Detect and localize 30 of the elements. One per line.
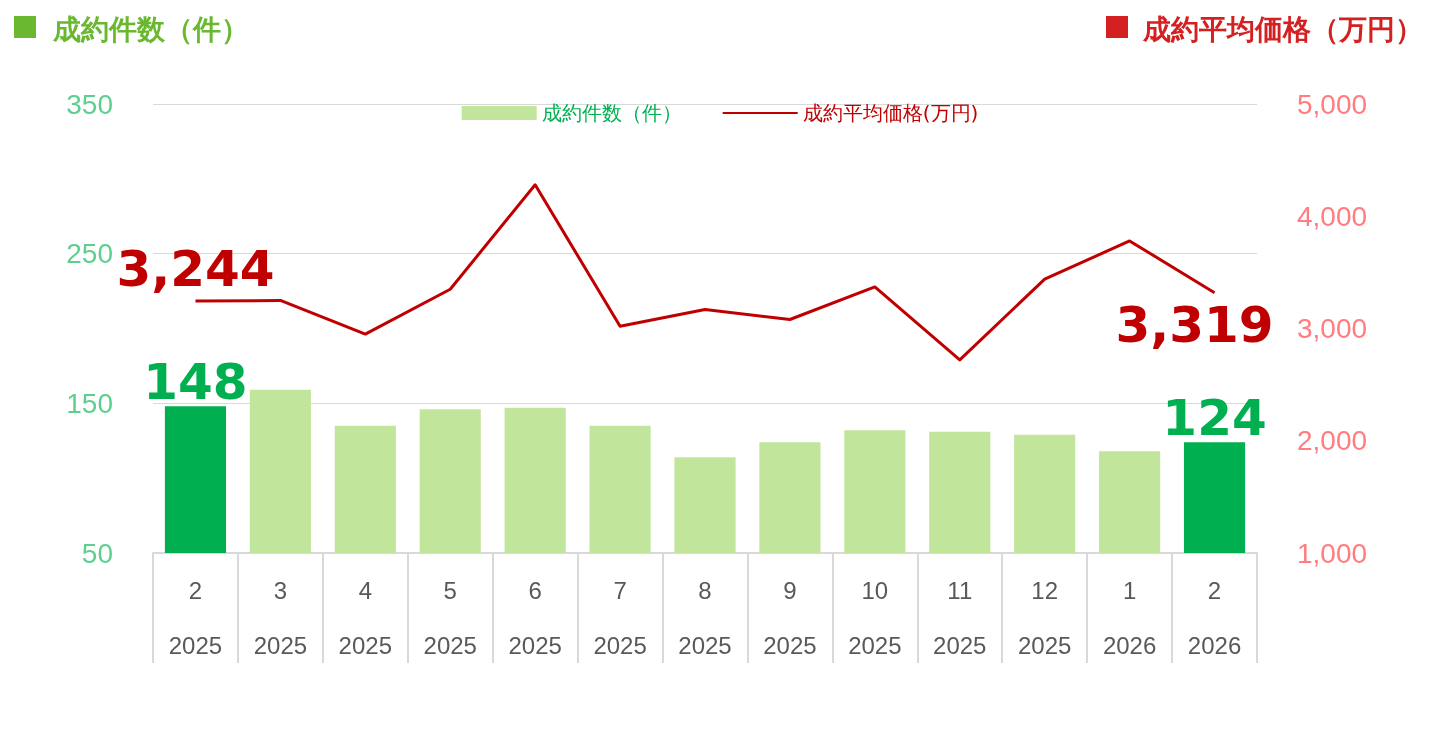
data-label: 3,319: [1115, 295, 1274, 354]
x-tick-label: 2 2025: [168, 577, 223, 659]
x-tick-label: 6 2025: [508, 577, 562, 659]
x-tick-label: 11 2025: [933, 577, 987, 659]
x-tick-label: 7 2025: [593, 577, 647, 659]
legend-label: 成約平均価格(万円): [802, 101, 979, 125]
y-tick-label: 150: [66, 387, 113, 419]
legend-label: 成約件数（件）: [541, 101, 682, 125]
y2-tick-label: 2,000: [1297, 425, 1368, 457]
x-tick-label: 3 2025: [253, 577, 308, 659]
y2-tick-label: 1,000: [1297, 537, 1368, 569]
data-label: 3,244: [116, 240, 275, 299]
y2-tick-label: 3,000: [1297, 313, 1368, 344]
y2-tick-label: 5,000: [1297, 88, 1368, 120]
x-tick-label: 5 2025: [423, 577, 477, 659]
x-tick-label: 8 2025: [678, 577, 732, 659]
data-label: 124: [1162, 389, 1267, 448]
y-tick-label: 350: [66, 88, 113, 120]
x-tick-label: 9 2025: [763, 577, 817, 659]
x-tick-label: 10 2025: [848, 577, 902, 659]
x-tick-label: 2 2026: [1187, 577, 1242, 659]
data-label: 148: [143, 353, 248, 412]
y-tick-label: 50: [81, 537, 113, 569]
y2-tick-label: 4,000: [1297, 200, 1368, 232]
x-tick-label: 1 2026: [1102, 577, 1157, 659]
y-tick-label: 250: [66, 238, 113, 270]
y-axis-title: 成約件数（件）: [52, 12, 249, 46]
x-tick-label: 4 2025: [338, 577, 392, 659]
y2-axis-title: 成約平均価格（万円）: [1142, 12, 1423, 46]
x-tick-label: 12 2025: [1018, 577, 1072, 659]
